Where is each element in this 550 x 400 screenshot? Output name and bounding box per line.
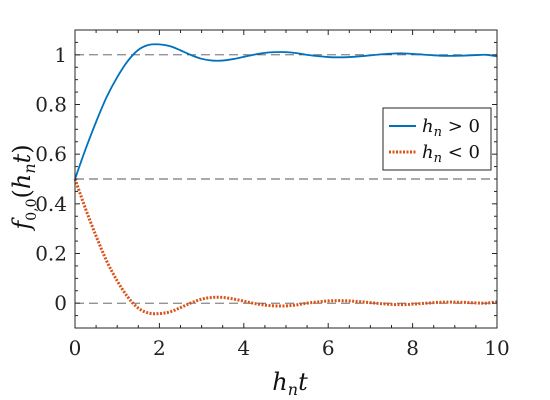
y-tick-label: 0.2 [35, 242, 67, 266]
y-tick-label: 0.8 [35, 93, 67, 117]
y-tick-label: 0.4 [35, 192, 67, 216]
x-tick-label: 10 [484, 336, 509, 360]
x-axis-label: hnt [272, 368, 308, 399]
reference-lines [75, 54, 497, 304]
legend-label-positive: hn > 0 [422, 116, 480, 140]
y-tick-label: 1 [54, 43, 67, 67]
y-tick-label: 0.6 [35, 142, 67, 166]
series-line-positive [74, 43, 498, 180]
y-tick-label: 0 [54, 291, 67, 315]
legend: hn > 0 hn < 0 [382, 107, 492, 171]
x-tick-label: 8 [406, 336, 419, 360]
y-axis: 0 0.2 0.4 0.6 0.8 1 [35, 29, 497, 329]
legend-box [382, 107, 492, 171]
legend-label-negative: hn < 0 [422, 142, 480, 166]
x-tick-label: 4 [237, 336, 250, 360]
x-axis: 0 2 4 6 8 10 [69, 30, 510, 360]
x-tick-label: 2 [153, 336, 166, 360]
series-layer [73, 43, 498, 316]
series-line-negative [73, 178, 498, 316]
x-tick-label: 0 [69, 336, 82, 360]
y-axis-label: f0,0(hnt) [8, 144, 40, 231]
x-tick-label: 6 [322, 336, 335, 360]
